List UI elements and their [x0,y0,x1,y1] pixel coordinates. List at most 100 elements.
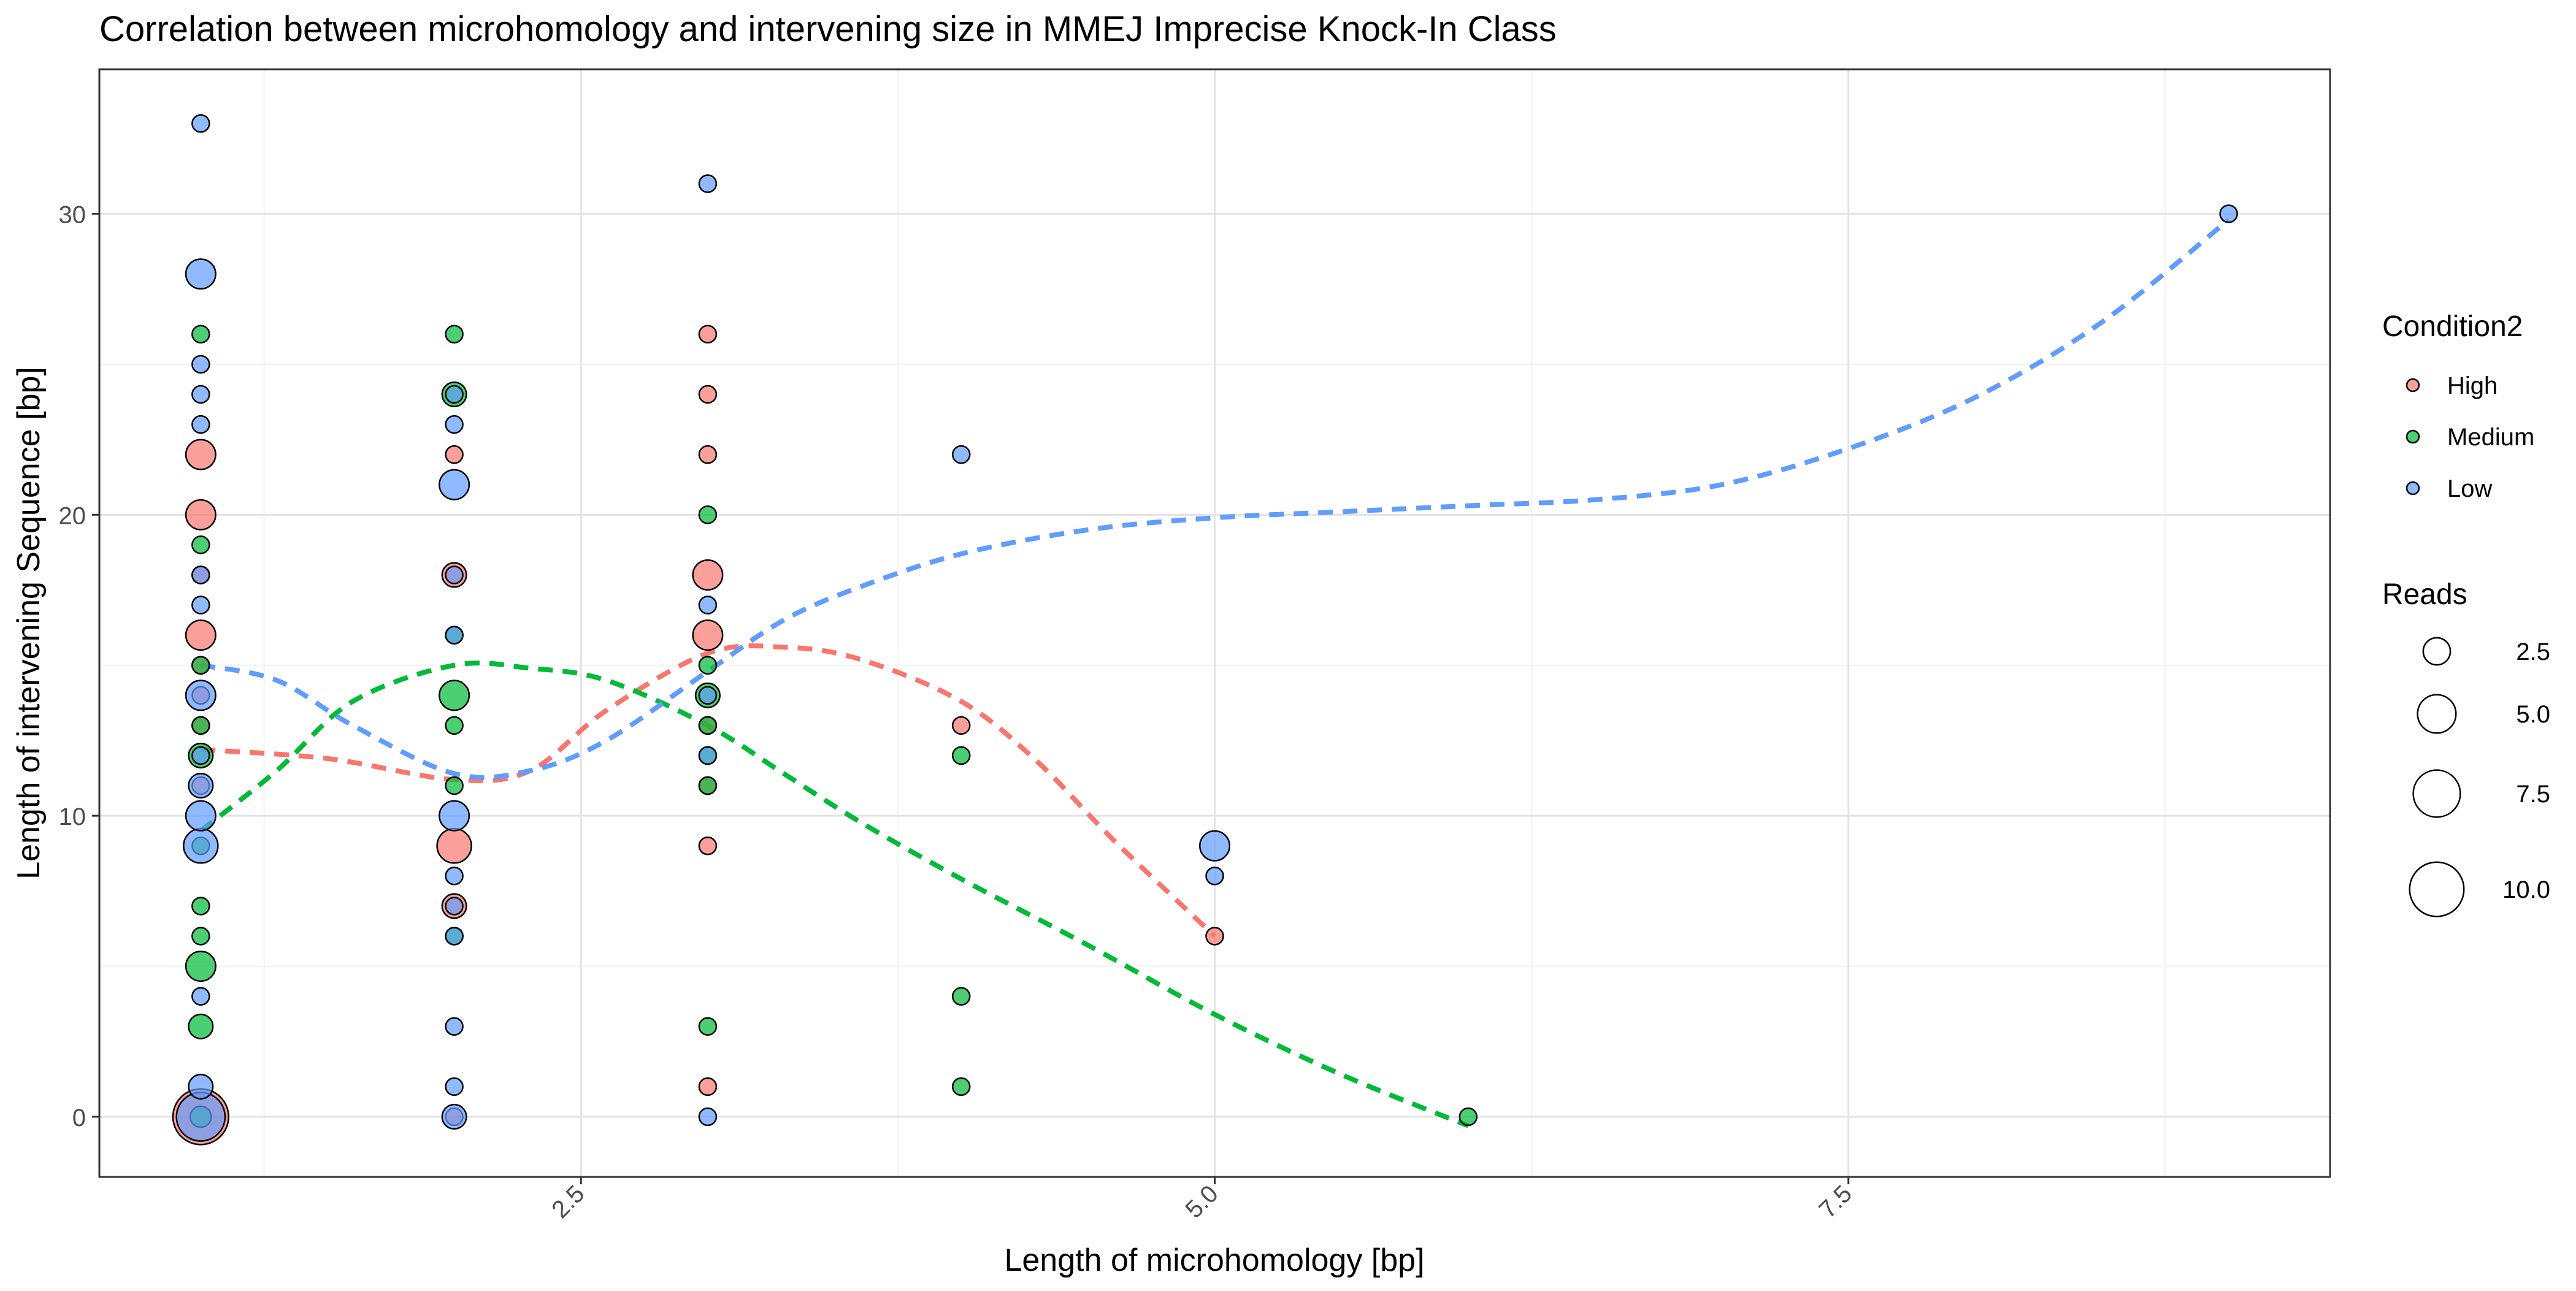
data-point-low [1205,866,1224,886]
x-tick-label: 7.5 [1814,1180,1857,1223]
legend: Condition2 High Medium Low Reads 2.5 5.0 7.5… [2382,310,2550,917]
data-point-high [698,836,718,856]
data-point-low [188,772,214,799]
data-point-high [692,619,724,651]
legend-size-title: Reads [2382,578,2467,611]
data-point-low [445,626,464,645]
legend-size-key [2417,694,2457,734]
data-point-low [445,415,464,434]
axes: 0 10 20 30 2.5 5.0 7.5 [59,202,1858,1224]
y-tick-label: 0 [72,1105,86,1132]
data-point-low [191,354,210,374]
legend-size-label: 10.0 [2502,876,2550,903]
data-point-high [185,619,217,651]
data-point-low [191,565,210,584]
data-point-medium [185,950,217,982]
legend-size-key [2412,769,2461,818]
data-point-low [185,800,217,832]
y-tick-label: 30 [59,202,86,229]
smooth-line-high [201,643,1217,938]
legend-key-medium [2405,429,2420,444]
legend-size-key [2422,637,2451,666]
legend-key-high [2405,378,2420,393]
data-point-medium [951,987,971,1006]
data-point-high [185,439,217,470]
y-axis-label: Length of intervening Sequence [bp] [11,367,47,879]
data-point-low [183,827,219,864]
grid [99,69,2330,1177]
data-point-low [191,385,210,404]
legend-key-low [2405,481,2420,496]
legend-label-medium: Medium [2447,424,2534,451]
y-tick-label: 20 [59,502,86,529]
data-point-low [445,897,464,916]
data-point-low [445,565,464,584]
data-point-high [698,324,718,344]
data-point-low [175,1091,226,1142]
y-tick-label: 10 [59,803,86,830]
data-point-high [698,385,718,404]
data-point-low [698,1107,718,1127]
data-point-medium [445,324,464,344]
data-point-low [185,680,217,711]
data-point-low [445,385,464,404]
data-point-medium [191,716,210,735]
data-point-medium [191,897,210,916]
data-point-low [439,469,470,500]
legend-size-label: 5.0 [2516,701,2550,728]
data-point-high [692,559,724,591]
legend-label-high: High [2447,372,2497,399]
legend-size-label: 2.5 [2516,638,2550,665]
data-point-medium [698,656,718,675]
x-tick-label: 5.0 [1180,1180,1223,1223]
smooth-line-medium [199,661,1470,1128]
data-point-medium [445,776,464,795]
data-point-medium [698,505,718,524]
data-point-low [441,1103,467,1130]
data-point-low [445,927,464,946]
smooth-lines [199,218,2231,1128]
x-tick-label: 2.5 [546,1180,589,1223]
data-point-low [698,174,718,193]
legend-size-key [2409,861,2465,917]
data-point-medium [951,746,971,765]
data-point-medium [191,656,210,675]
data-points [172,114,2238,1146]
chart-title: Correlation between microhomology and in… [99,9,1557,49]
data-point-low [445,866,464,886]
data-point-low [698,746,718,765]
data-point-medium [191,324,210,344]
data-point-low [188,1073,214,1100]
data-point-medium [439,680,470,711]
data-point-low [191,596,210,615]
legend-size-items: 2.5 5.0 7.5 10.0 [2409,637,2550,917]
data-point-low [439,800,470,832]
data-point-low [445,1017,464,1036]
legend-label-low: Low [2447,475,2492,502]
data-point-medium [698,776,718,795]
data-point-low [445,1077,464,1097]
data-point-high [698,1077,718,1097]
data-point-low [191,114,210,133]
data-point-medium [191,535,210,554]
data-point-low [2219,204,2238,223]
data-point-medium [698,716,718,735]
data-point-high [185,499,217,531]
legend-color-items: High Medium Low [2405,372,2534,502]
data-point-low [698,596,718,615]
data-point-high [436,827,472,864]
legend-size-label: 7.5 [2516,781,2550,808]
data-point-medium [1459,1107,1478,1127]
data-point-medium [191,927,210,946]
data-point-low [191,415,210,434]
data-point-low [185,258,217,290]
smooth-line-low [200,218,2231,780]
data-point-high [1205,927,1224,946]
data-point-medium [951,1077,971,1097]
data-point-low [191,746,210,765]
data-point-medium [698,1017,718,1036]
data-point-high [445,445,464,464]
data-point-low [698,686,718,705]
